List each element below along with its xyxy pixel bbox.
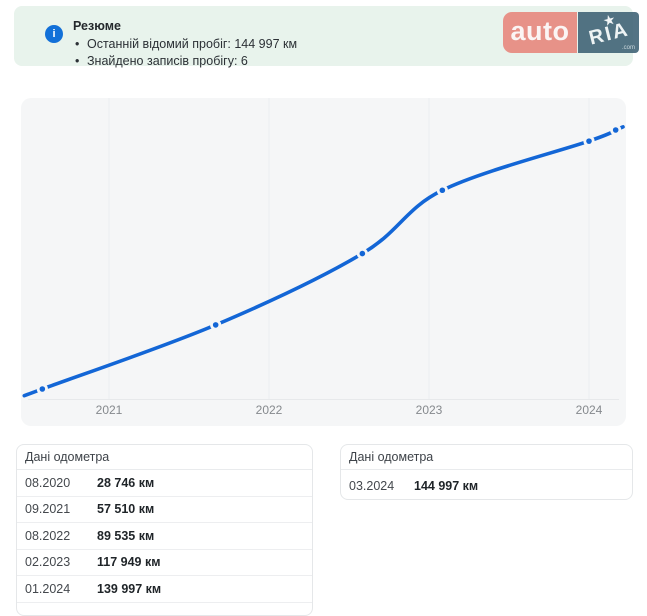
table-title: Дані одометра <box>17 445 312 470</box>
odometer-row: 03.2024 144 997 км <box>341 470 632 499</box>
x-axis-tick-label: 2023 <box>416 403 443 417</box>
odometer-row: 01.2024 139 997 км <box>17 576 312 603</box>
odometer-table-secondary: Дані одометра 03.2024 144 997 км <box>340 444 633 500</box>
autoria-logo[interactable]: auto ★ RIA .com <box>503 12 639 53</box>
odometer-date: 08.2022 <box>25 528 71 543</box>
chart-point[interactable] <box>212 322 219 328</box>
chart-point[interactable] <box>612 127 619 133</box>
mileage-chart: 2021 2022 2023 2024 <box>22 98 625 417</box>
table-rows: 03.2024 144 997 км <box>341 470 632 499</box>
chart-point[interactable] <box>586 138 592 144</box>
logo-auto-block: auto <box>503 12 577 53</box>
chart-line <box>22 125 625 398</box>
odometer-value: 89 535 км <box>97 528 155 543</box>
odometer-row: 08.2022 89 535 км <box>17 523 312 550</box>
chart-point[interactable] <box>359 250 366 257</box>
odometer-value: 144 997 км <box>414 478 479 493</box>
mileage-chart-card: 2021 2022 2023 2024 <box>21 98 626 426</box>
x-axis-tick-label: 2024 <box>576 403 603 417</box>
odometer-value: 139 997 км <box>97 581 162 596</box>
logo-com-text: .com <box>621 45 635 51</box>
odometer-date: 09.2021 <box>25 502 71 517</box>
summary-records-count: Знайдено записів пробігу: 6 <box>73 53 297 70</box>
odometer-table-main: Дані одометра 08.2020 28 746 км 09.2021 57 … <box>16 444 313 616</box>
summary-list: Останній відомий пробіг: 144 997 км Знай… <box>73 36 297 70</box>
table-rows: 08.2020 28 746 км 09.2021 57 510 км 08.2022 8… <box>17 470 312 603</box>
odometer-value: 57 510 км <box>97 502 155 517</box>
x-axis-tick-label: 2021 <box>96 403 123 417</box>
odometer-row: 09.2021 57 510 км <box>17 497 312 523</box>
odometer-value: 28 746 км <box>97 475 155 490</box>
logo-auto-text: auto <box>510 16 570 46</box>
odometer-date: 03.2024 <box>349 478 395 493</box>
x-axis-tick-label: 2022 <box>256 403 283 417</box>
odometer-value: 117 949 км <box>97 555 161 570</box>
odometer-row: 08.2020 28 746 км <box>17 470 312 497</box>
odometer-date: 02.2023 <box>25 555 71 570</box>
odometer-row: 02.2023 117 949 км <box>17 550 312 576</box>
chart-point[interactable] <box>39 386 46 392</box>
table-title: Дані одометра <box>341 445 632 470</box>
odometer-date: 08.2020 <box>25 475 71 490</box>
info-icon: i <box>45 25 63 43</box>
odometer-date: 01.2024 <box>25 581 71 596</box>
logo-ria-block: ★ RIA .com <box>578 12 639 53</box>
summary-last-mileage: Останній відомий пробіг: 144 997 км <box>73 36 297 53</box>
summary-title: Резюме <box>73 19 121 33</box>
chart-point[interactable] <box>439 187 446 194</box>
